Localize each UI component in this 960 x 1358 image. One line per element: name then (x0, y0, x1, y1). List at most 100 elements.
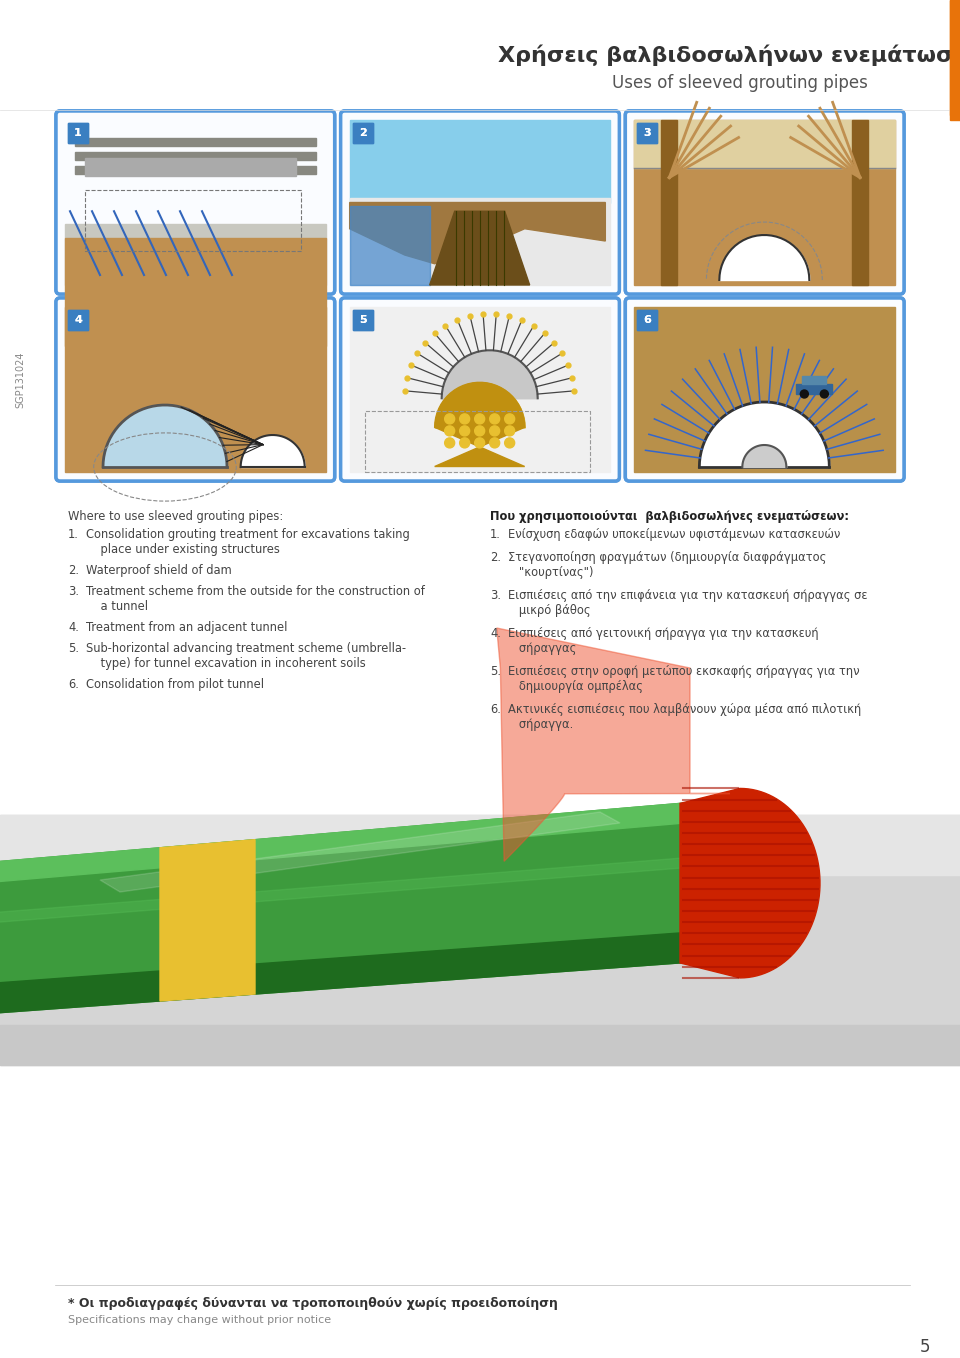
Bar (637, 310, 658, 330)
Bar (352, 310, 372, 330)
Text: 3: 3 (643, 128, 651, 139)
Text: 3.: 3. (490, 589, 501, 602)
Text: Uses of sleeved grouting pipes: Uses of sleeved grouting pipes (612, 73, 868, 92)
Circle shape (474, 426, 485, 436)
Text: 6: 6 (643, 315, 651, 325)
Circle shape (444, 414, 455, 424)
Text: 5: 5 (359, 315, 367, 325)
Text: 1: 1 (74, 128, 82, 139)
Bar (85, 158, 296, 177)
Polygon shape (435, 383, 525, 467)
Circle shape (490, 414, 499, 424)
Polygon shape (160, 839, 255, 1001)
Circle shape (490, 426, 499, 436)
Circle shape (821, 390, 828, 398)
Bar (0, 815, 960, 1065)
Text: 4: 4 (74, 315, 82, 325)
Bar (852, 120, 868, 285)
Polygon shape (430, 212, 530, 285)
Text: 2: 2 (359, 128, 367, 139)
Polygon shape (680, 789, 820, 978)
Text: 1: 1 (74, 128, 82, 139)
Text: Εισπιέσεις από την επιφάνεια για την κατασκευή σήραγγας σε
   μικρό βάθος: Εισπιέσεις από την επιφάνεια για την κατ… (508, 589, 868, 617)
Bar (65, 307, 325, 473)
FancyBboxPatch shape (56, 297, 335, 481)
Text: Που χρησιμοποιούνται  βαλβιδοσωλήνες ενεματώσεων:: Που χρησιμοποιούνται βαλβιδοσωλήνες ενεμ… (490, 511, 849, 523)
Bar (68, 124, 88, 143)
Bar (637, 124, 658, 143)
Bar (635, 120, 895, 167)
FancyBboxPatch shape (625, 111, 904, 293)
Bar (637, 124, 658, 143)
Circle shape (460, 414, 469, 424)
Bar (349, 197, 611, 285)
Circle shape (474, 414, 485, 424)
Text: 5: 5 (359, 315, 367, 325)
Polygon shape (100, 812, 620, 892)
Bar (635, 307, 895, 473)
Bar (68, 310, 88, 330)
Text: Ενίσχυση εδαφών υποκείμενων υφιστάμενων κατασκευών: Ενίσχυση εδαφών υποκείμενων υφιστάμενων … (508, 528, 840, 540)
Polygon shape (0, 800, 720, 1020)
Circle shape (505, 437, 515, 448)
Bar (75, 166, 316, 174)
Text: 2: 2 (359, 128, 367, 139)
Text: 3.: 3. (68, 585, 79, 598)
Circle shape (444, 437, 455, 448)
Bar (950, 0, 960, 120)
Bar (65, 238, 325, 346)
Text: Treatment from an adjacent tunnel: Treatment from an adjacent tunnel (86, 621, 287, 634)
Text: 6.: 6. (490, 703, 501, 716)
Bar (352, 310, 372, 330)
Bar (950, 0, 960, 115)
Text: Χρήσεις βαλβιδοσωλήνων ενεμάτωσης: Χρήσεις βαλβιδοσωλήνων ενεμάτωσης (497, 45, 960, 65)
Text: Στεγανοποίηση φραγμάτων (δημιουργία διαφράγματος
   "κουρτίνας"): Στεγανοποίηση φραγμάτων (δημιουργία διαφ… (508, 551, 827, 579)
Bar (349, 307, 611, 473)
Bar (365, 410, 590, 473)
Polygon shape (0, 800, 720, 889)
Text: Ακτινικές εισπιέσεις που λαμβάνουν χώρα μέσα από πιλοτική
   σήραγγα.: Ακτινικές εισπιέσεις που λαμβάνουν χώρα … (508, 703, 861, 731)
Circle shape (474, 437, 485, 448)
Bar (661, 120, 678, 285)
Bar (75, 152, 316, 160)
Polygon shape (0, 856, 720, 930)
Text: 2.: 2. (68, 564, 79, 577)
Bar (352, 124, 372, 143)
Circle shape (505, 426, 515, 436)
FancyBboxPatch shape (341, 297, 619, 481)
Text: 4: 4 (74, 315, 82, 325)
Text: Εισπιέσεις από γειτονική σήραγγα για την κατασκευή
   σήραγγας: Εισπιέσεις από γειτονική σήραγγα για την… (508, 627, 819, 655)
Text: Consolidation grouting treatment for excavations taking
    place under existing: Consolidation grouting treatment for exc… (86, 528, 410, 555)
Circle shape (460, 426, 469, 436)
Polygon shape (349, 202, 606, 263)
FancyBboxPatch shape (56, 111, 335, 293)
FancyBboxPatch shape (56, 111, 335, 293)
Text: Waterproof shield of dam: Waterproof shield of dam (86, 564, 231, 577)
Text: 2.: 2. (490, 551, 501, 564)
Bar (349, 120, 611, 202)
Bar (349, 206, 430, 285)
Text: Εισπιέσεις στην οροφή μετώπου εκσκαφής σήραγγας για την
   δημιουργία ομπρέλας: Εισπιέσεις στην οροφή μετώπου εκσκαφής σ… (508, 665, 859, 693)
Bar (0, 1025, 960, 1065)
FancyBboxPatch shape (341, 111, 619, 293)
Text: Specifications may change without prior notice: Specifications may change without prior … (68, 1315, 331, 1325)
Text: 6: 6 (643, 315, 651, 325)
Text: 4.: 4. (490, 627, 501, 640)
Circle shape (801, 390, 808, 398)
Bar (0, 815, 960, 875)
Text: 3: 3 (643, 128, 651, 139)
Circle shape (505, 414, 515, 424)
FancyBboxPatch shape (56, 297, 335, 481)
Bar (803, 376, 827, 384)
Text: Treatment scheme from the outside for the construction of
    a tunnel: Treatment scheme from the outside for th… (86, 585, 425, 612)
FancyBboxPatch shape (625, 111, 904, 293)
Bar (352, 124, 372, 143)
Bar (65, 224, 325, 285)
Bar (68, 310, 88, 330)
Text: 1.: 1. (68, 528, 79, 540)
Bar (797, 384, 832, 394)
Text: Consolidation from pilot tunnel: Consolidation from pilot tunnel (86, 678, 264, 691)
Text: Sub-horizontal advancing treatment scheme (umbrella-
    type) for tunnel excava: Sub-horizontal advancing treatment schem… (86, 642, 406, 669)
Text: * Οι προδιαγραφές δύνανται να τροποποιηθούν χωρίς προειδοποίηση: * Οι προδιαγραφές δύνανται να τροποποιηθ… (68, 1297, 558, 1310)
Bar (68, 124, 88, 143)
